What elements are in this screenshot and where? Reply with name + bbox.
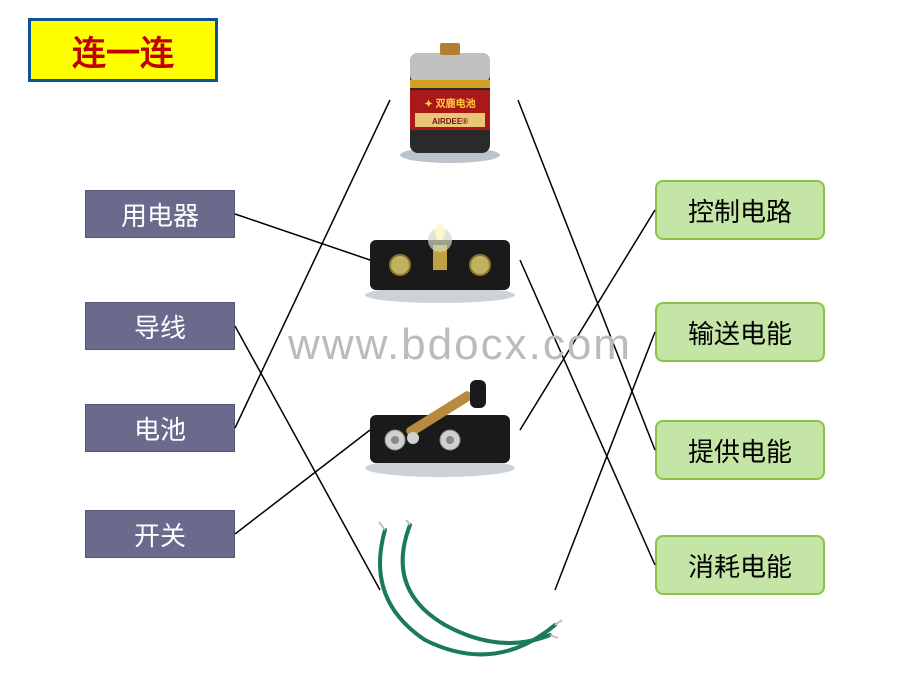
right-item-label: 输送电能 <box>688 314 792 351</box>
right-item-label: 消耗电能 <box>688 547 792 584</box>
right-item-label: 控制电路 <box>688 192 792 229</box>
left-item-1: 导线 <box>85 302 235 350</box>
title-text: 连一连 <box>72 26 174 75</box>
left-item-label: 电池 <box>134 410 186 447</box>
right-item-3: 消耗电能 <box>655 535 825 595</box>
left-item-label: 开关 <box>134 516 186 553</box>
wires-illustration <box>355 520 565 660</box>
right-item-1: 输送电能 <box>655 302 825 362</box>
right-item-label: 提供电能 <box>688 432 792 469</box>
watermark-text: www.bdocx.com <box>288 320 632 370</box>
title-box: 连一连 <box>28 18 218 82</box>
left-item-2: 电池 <box>85 404 235 452</box>
svg-text:✦ 双鹿电池: ✦ 双鹿电池 <box>424 97 475 110</box>
bulb-base-illustration <box>355 210 525 305</box>
right-item-0: 控制电路 <box>655 180 825 240</box>
left-item-label: 用电器 <box>121 196 199 233</box>
left-item-3: 开关 <box>85 510 235 558</box>
left-item-label: 导线 <box>134 308 186 345</box>
right-item-2: 提供电能 <box>655 420 825 480</box>
battery-illustration: ✦ 双鹿电池 AIRDEE® <box>385 35 515 165</box>
svg-text:AIRDEE®: AIRDEE® <box>432 117 468 126</box>
switch-illustration <box>355 370 525 480</box>
left-item-0: 用电器 <box>85 190 235 238</box>
